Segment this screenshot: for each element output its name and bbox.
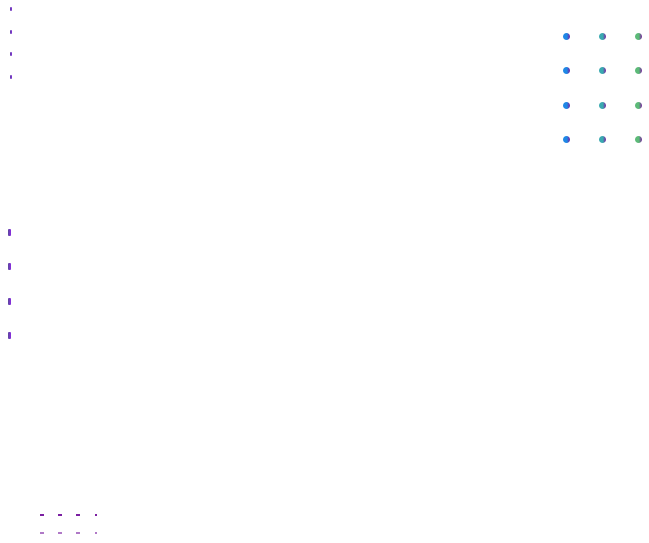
grid-dot	[635, 67, 642, 74]
marker-bar	[10, 30, 12, 34]
marker-bar	[8, 229, 11, 236]
dash-mark	[95, 514, 97, 516]
marker-bar	[10, 52, 12, 56]
marker-bar	[8, 332, 11, 339]
dash-mark	[58, 532, 62, 534]
dash-mark	[95, 532, 97, 534]
grid-dot	[563, 102, 570, 109]
grid-dot	[563, 136, 570, 143]
grid-dot	[563, 33, 570, 40]
grid-dot	[599, 67, 606, 74]
dash-mark	[76, 514, 80, 516]
grid-dot	[635, 102, 642, 109]
grid-dot	[599, 33, 606, 40]
marker-bar	[8, 298, 11, 305]
grid-dot	[635, 33, 642, 40]
dash-mark	[76, 532, 80, 534]
dash-mark	[40, 532, 44, 534]
dash-mark	[40, 514, 44, 516]
marker-bar	[8, 263, 11, 270]
grid-dot	[635, 136, 642, 143]
marker-bar	[10, 75, 12, 79]
grid-dot	[599, 102, 606, 109]
dash-mark	[58, 514, 62, 516]
grid-dot	[563, 67, 570, 74]
marker-bar	[10, 7, 12, 11]
grid-dot	[599, 136, 606, 143]
